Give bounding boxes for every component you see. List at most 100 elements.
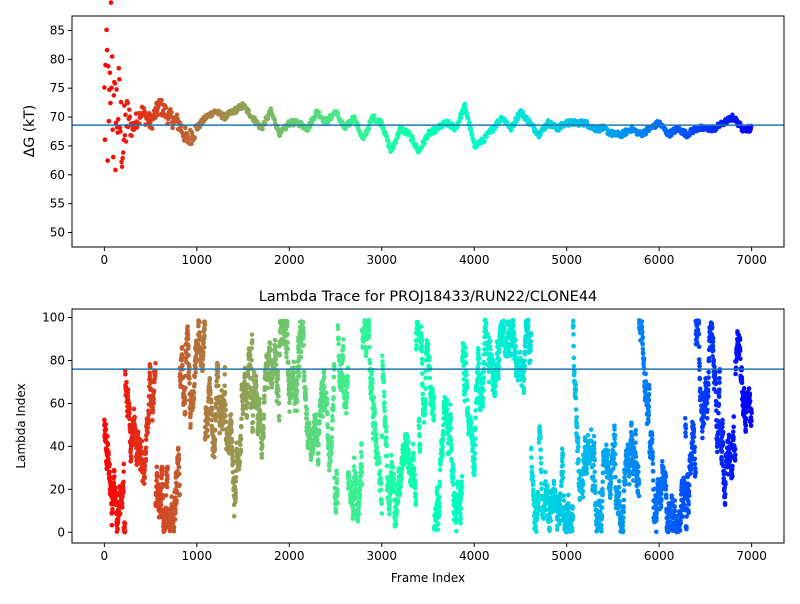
lambda-point	[250, 429, 255, 434]
lambda-point	[441, 429, 446, 434]
lambda-point	[400, 468, 405, 473]
lambda-point	[378, 469, 383, 474]
lambda-point	[121, 480, 126, 485]
lambda-point	[297, 374, 302, 379]
lambda-point	[367, 318, 372, 323]
lambda-point	[562, 493, 567, 498]
lambda-point	[327, 463, 332, 468]
lambda-point	[437, 512, 442, 517]
lambda-point	[216, 375, 221, 380]
lambda-point	[591, 463, 596, 468]
lambda-point	[459, 496, 464, 501]
dg-point	[106, 64, 111, 69]
lambda-point	[239, 425, 244, 430]
lambda-point	[205, 434, 210, 439]
lambda-point	[470, 447, 475, 452]
lambda-point	[159, 476, 164, 481]
lambda-point	[233, 491, 238, 496]
lambda-point	[305, 412, 310, 417]
lambda-point	[320, 414, 325, 419]
lambda-point	[193, 370, 198, 375]
lambda-point	[217, 431, 222, 436]
dg-point	[129, 133, 134, 138]
dg-x-tick-label: 7000	[736, 253, 767, 267]
dg-point	[103, 137, 108, 142]
lambda-point	[165, 467, 170, 472]
lambda-point	[538, 447, 543, 452]
lambda-point	[262, 413, 267, 418]
lambda-point	[394, 522, 399, 527]
lambda-point	[328, 459, 333, 464]
lambda-point	[473, 451, 478, 456]
dg-y-tick-label: 85	[50, 23, 65, 37]
lambda-point	[420, 392, 425, 397]
lambda-chart-title: Lambda Trace for PROJ18433/RUN22/CLONE44	[259, 289, 598, 305]
lambda-point	[301, 334, 306, 339]
lambda-point	[384, 429, 389, 434]
lambda-point	[153, 374, 158, 379]
lambda-point	[146, 421, 151, 426]
dg-point	[263, 122, 268, 127]
lambda-point	[223, 402, 228, 407]
lambda-point	[381, 363, 386, 368]
lambda-point	[458, 512, 463, 517]
lambda-point	[201, 363, 206, 368]
lambda-point	[476, 357, 481, 362]
lambda-point	[473, 443, 478, 448]
lambda-point	[370, 386, 375, 391]
lambda-point	[188, 422, 193, 427]
lambda-point	[249, 346, 254, 351]
lambda-point	[592, 450, 597, 455]
lambda-point	[153, 361, 158, 366]
lambda-point	[413, 483, 418, 488]
lambda-point	[436, 527, 441, 532]
lambda-point	[441, 438, 446, 443]
dg-point	[111, 155, 116, 160]
lambda-point	[417, 434, 422, 439]
lambda-point	[464, 352, 469, 357]
lambda-point	[223, 413, 228, 418]
lambda-point	[427, 356, 432, 361]
lambda-point	[276, 369, 281, 374]
lambda-point	[538, 436, 543, 441]
lambda-point	[261, 435, 266, 440]
lambda-point	[529, 339, 534, 344]
lambda-point	[234, 479, 239, 484]
dg-x-tick-label: 4000	[459, 253, 490, 267]
lambda-point	[513, 344, 518, 349]
dg-x-tick-label: 6000	[644, 253, 675, 267]
lambda-point	[347, 473, 352, 478]
lambda-point	[110, 507, 115, 512]
lambda-point	[589, 427, 594, 432]
lambda-point	[440, 452, 445, 457]
lambda-point	[203, 322, 208, 327]
lambda-point	[313, 412, 318, 417]
lambda-point	[571, 356, 576, 361]
lambda-point	[164, 493, 169, 498]
lambda-point	[169, 494, 174, 499]
lambda-point	[389, 453, 394, 458]
lambda-point	[573, 383, 578, 388]
lambda-point	[473, 436, 478, 441]
lambda-point	[185, 324, 190, 329]
lambda-point	[396, 499, 401, 504]
lambda-point	[542, 516, 547, 521]
lambda-point	[370, 381, 375, 386]
dg-point	[463, 102, 468, 107]
lambda-point	[132, 415, 137, 420]
lambda-point	[435, 488, 440, 493]
lambda-point	[437, 484, 442, 489]
lambda-point	[422, 413, 427, 418]
lambda-point	[359, 450, 364, 455]
lambda-point	[571, 344, 576, 349]
lambda-point	[332, 364, 337, 369]
lambda-point	[273, 344, 278, 349]
lambda-point	[113, 489, 118, 494]
dg-point	[109, 85, 114, 90]
lambda-point	[391, 465, 396, 470]
lambda-point	[286, 360, 291, 365]
lambda-point	[518, 350, 523, 355]
lambda-point	[395, 510, 400, 515]
lambda-point	[183, 398, 188, 403]
lambda-point	[538, 456, 543, 461]
